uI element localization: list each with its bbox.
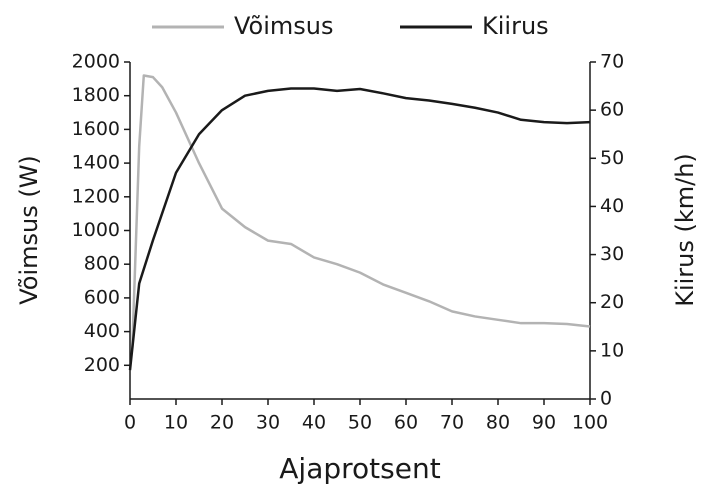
x-tick-label: 80 <box>486 412 510 434</box>
y2-tick-label: 10 <box>600 339 624 361</box>
legend-label: Võimsus <box>234 12 334 40</box>
x-tick-label: 60 <box>394 412 418 434</box>
y2-tick-label: 20 <box>600 291 624 313</box>
y-tick-label: 600 <box>84 286 120 308</box>
y-tick-label: 200 <box>84 354 120 376</box>
y2-tick-label: 60 <box>600 99 624 121</box>
y-tick-label: 1400 <box>72 152 120 174</box>
legend-label: Kiirus <box>482 12 549 40</box>
x-tick-label: 40 <box>302 412 326 434</box>
x-tick-label: 100 <box>572 412 608 434</box>
y2-axis-label: Kiirus (km/h) <box>671 153 699 307</box>
y-axis-label: Võimsus (W) <box>15 155 43 305</box>
x-tick-label: 90 <box>532 412 556 434</box>
y-tick-label: 1200 <box>72 185 120 207</box>
y-tick-label: 1000 <box>72 219 120 241</box>
y2-tick-label: 40 <box>600 195 624 217</box>
y-tick-label: 2000 <box>72 51 120 73</box>
x-tick-label: 70 <box>440 412 464 434</box>
y2-tick-label: 30 <box>600 243 624 265</box>
x-tick-label: 50 <box>348 412 372 434</box>
x-tick-label: 30 <box>256 412 280 434</box>
x-tick-label: 10 <box>164 412 188 434</box>
y2-tick-label: 70 <box>600 51 624 73</box>
x-tick-label: 0 <box>124 412 136 434</box>
y-tick-label: 800 <box>84 253 120 275</box>
line <box>128 87 591 371</box>
y-tick-label: 400 <box>84 320 120 342</box>
line <box>131 74 591 349</box>
y2-tick-label: 0 <box>600 388 612 410</box>
x-tick-label: 20 <box>210 412 234 434</box>
y-tick-label: 1600 <box>72 118 120 140</box>
x-axis-label: Ajaprotsent <box>279 452 440 485</box>
y-tick-label: 1800 <box>72 84 120 106</box>
y2-tick-label: 50 <box>600 147 624 169</box>
